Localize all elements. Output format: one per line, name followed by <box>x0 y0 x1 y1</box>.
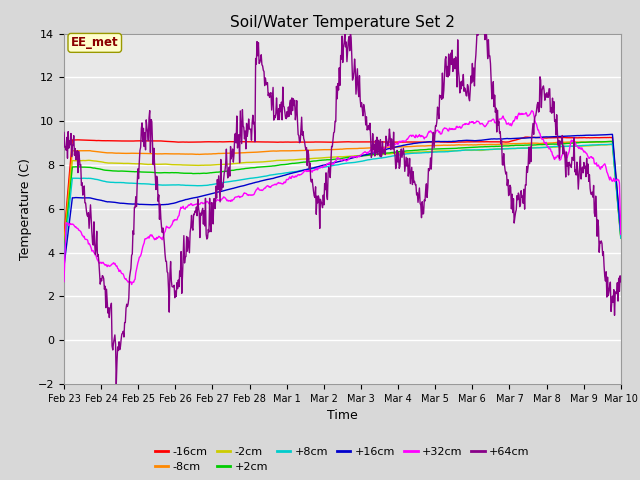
Y-axis label: Temperature (C): Temperature (C) <box>19 158 32 260</box>
Text: EE_met: EE_met <box>71 36 118 49</box>
Legend: -16cm, -8cm, -2cm, +2cm, +8cm, +16cm, +32cm, +64cm: -16cm, -8cm, -2cm, +2cm, +8cm, +16cm, +3… <box>150 442 534 477</box>
X-axis label: Time: Time <box>327 409 358 422</box>
Title: Soil/Water Temperature Set 2: Soil/Water Temperature Set 2 <box>230 15 455 30</box>
